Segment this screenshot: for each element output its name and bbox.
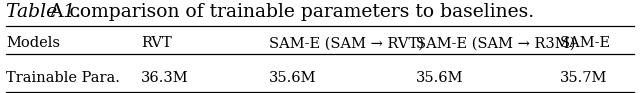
- Text: Models: Models: [6, 36, 60, 50]
- Text: 35.6M: 35.6M: [416, 71, 463, 85]
- Text: RVT: RVT: [141, 36, 172, 50]
- Text: SAM-E: SAM-E: [560, 36, 611, 50]
- Text: SAM-E (SAM → RVT): SAM-E (SAM → RVT): [269, 36, 424, 50]
- Text: 36.3M: 36.3M: [141, 71, 188, 85]
- Text: Table 1.: Table 1.: [6, 3, 81, 21]
- Text: 35.6M: 35.6M: [269, 71, 316, 85]
- Text: SAM-E (SAM → R3M): SAM-E (SAM → R3M): [416, 36, 575, 50]
- Text: 35.7M: 35.7M: [560, 71, 607, 85]
- Text: Trainable Para.: Trainable Para.: [6, 71, 120, 85]
- Text: A comparison of trainable parameters to baselines.: A comparison of trainable parameters to …: [44, 3, 534, 21]
